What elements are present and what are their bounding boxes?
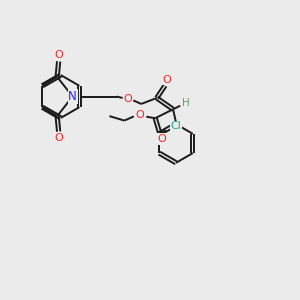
Text: O: O — [54, 133, 63, 142]
Text: N: N — [68, 90, 77, 103]
Text: O: O — [163, 75, 171, 85]
Text: O: O — [135, 110, 144, 120]
Text: H: H — [182, 98, 189, 108]
Text: O: O — [158, 134, 167, 144]
Text: Cl: Cl — [171, 122, 182, 131]
Text: O: O — [124, 94, 132, 104]
Text: O: O — [54, 50, 63, 61]
